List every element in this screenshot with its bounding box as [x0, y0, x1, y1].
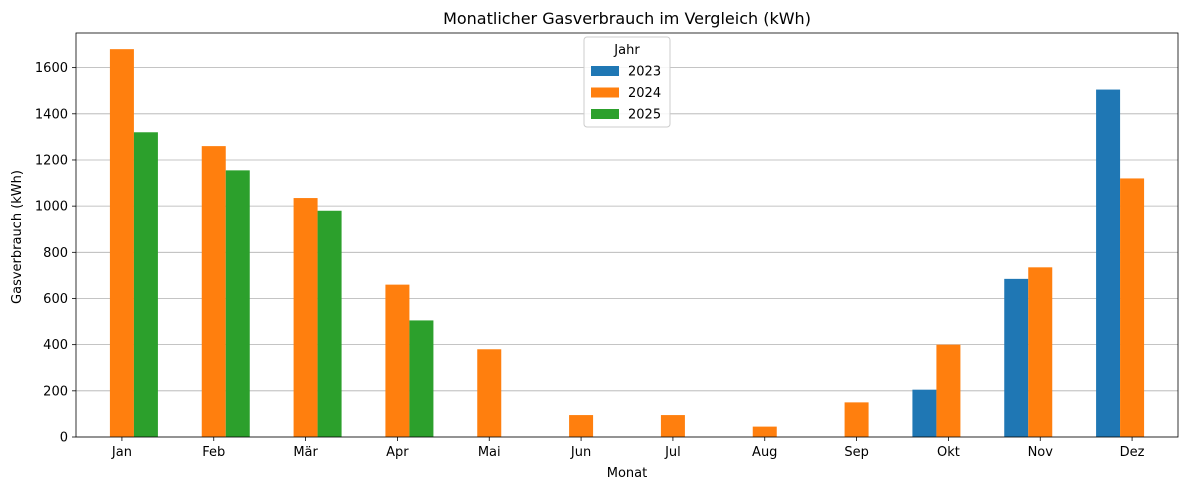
- bar-2024-Feb: [201, 146, 226, 437]
- bars: [109, 49, 1145, 438]
- bar-2024-Nov: [1028, 267, 1053, 437]
- bar-2023-Dez: [1096, 89, 1121, 437]
- axes: 0 200 400 600 800 1000 1200 1400 1600 Jan Feb Mär Ap…: [35, 32, 1179, 460]
- bar-2023-Okt: [912, 389, 937, 437]
- x-tick-label: Nov: [1028, 445, 1054, 460]
- legend-label-2024: 2024: [628, 86, 661, 101]
- bar-2024-Dez: [1120, 178, 1145, 437]
- x-tick-label: Sep: [844, 445, 869, 460]
- bar-2024-Mär: [293, 198, 318, 437]
- legend-swatch-2025: [591, 109, 619, 119]
- y-tick-label: 400: [43, 338, 68, 353]
- x-tick-label: Feb: [202, 445, 225, 460]
- bar-2024-Jan: [109, 49, 134, 437]
- x-tick-label: Jan: [111, 445, 132, 460]
- x-axis-title: Monat: [607, 466, 647, 481]
- y-tick-label: 1200: [35, 153, 68, 168]
- legend-label-2023: 2023: [628, 65, 661, 80]
- legend-swatch-2023: [591, 66, 619, 76]
- y-tick-label: 1000: [35, 200, 68, 215]
- bar-2024-Sep: [844, 402, 869, 437]
- bar-2024-Jun: [569, 415, 594, 437]
- bar-2024-Jul: [660, 415, 685, 437]
- x-tick-label: Aug: [752, 445, 777, 460]
- x-tick-label: Jul: [664, 445, 681, 460]
- bar-2024-Mai: [477, 349, 502, 437]
- legend-title: Jahr: [613, 43, 640, 58]
- legend: Jahr 2023 2024 2025: [583, 36, 671, 128]
- bar-2024-Apr: [385, 284, 410, 437]
- y-tick-label: 1600: [35, 61, 68, 76]
- chart-title: Monatlicher Gasverbrauch im Vergleich (k…: [443, 9, 811, 28]
- bar-2024-Okt: [936, 344, 961, 437]
- x-tick-label: Okt: [937, 445, 960, 460]
- y-tick-label: 600: [43, 292, 68, 307]
- x-tick-label: Dez: [1120, 445, 1145, 460]
- legend-label-2025: 2025: [628, 108, 661, 123]
- bar-2024-Aug: [752, 426, 777, 437]
- y-tick-label: 1400: [35, 107, 68, 122]
- x-tick-label: Mär: [293, 445, 318, 460]
- bar-2025-Jan: [133, 132, 158, 438]
- bar-2025-Apr: [409, 320, 434, 437]
- x-tick-label: Mai: [478, 445, 501, 460]
- bar-2023-Nov: [1004, 278, 1029, 437]
- plot-frame: [75, 32, 1179, 438]
- bar-2025-Mär: [317, 210, 342, 437]
- x-tick-label: Apr: [386, 445, 409, 460]
- y-tick-label: 800: [43, 246, 68, 261]
- legend-swatch-2024: [591, 87, 619, 98]
- bar-2025-Feb: [225, 170, 250, 438]
- y-tick-label: 200: [43, 384, 68, 399]
- legend-box: [583, 36, 671, 128]
- y-tick-label: 0: [60, 431, 68, 446]
- y-axis-title: Gasverbrauch (kWh): [10, 170, 25, 304]
- x-tick-label: Jun: [570, 445, 591, 460]
